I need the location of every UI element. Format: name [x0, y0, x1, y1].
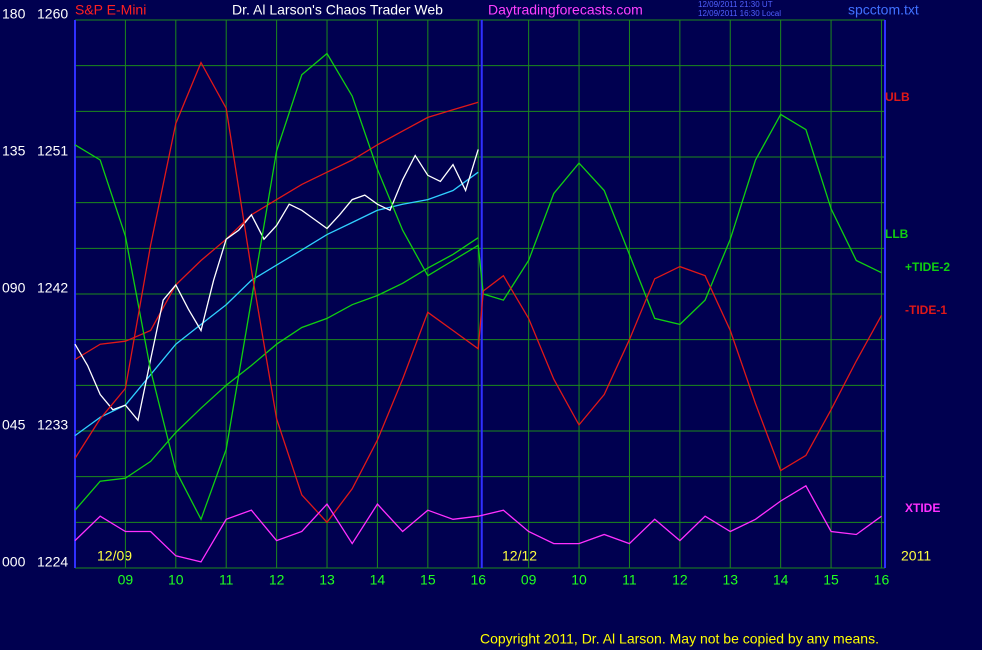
series-line [74, 484, 882, 563]
x-tick-label: 09 [521, 572, 537, 588]
y-tick-label: 1233 [37, 417, 68, 433]
y2-tick-label: 135 [2, 143, 26, 159]
copyright: Copyright 2011, Dr. Al Larson. May not b… [480, 631, 879, 647]
x-tick-label: 16 [470, 572, 486, 588]
legend-label: -TIDE-1 [905, 303, 947, 317]
x-tick-label: 15 [420, 572, 436, 588]
x-tick-label: 09 [118, 572, 134, 588]
series-line [74, 171, 479, 437]
x-tick-label: 11 [622, 572, 637, 588]
timestamp: 12/09/2011 21:30 UT [698, 0, 773, 9]
x-tick-label: 12 [269, 572, 285, 588]
y-tick-label: 1242 [37, 280, 68, 296]
timestamp: 12/09/2011 16:30 Local [698, 9, 781, 18]
legend-label: ULB [885, 90, 910, 104]
y2-tick-label: 180 [2, 6, 26, 22]
site-name: Daytradingforecasts.com [488, 2, 643, 18]
y2-tick-label: 045 [2, 417, 26, 433]
y-tick-label: 1224 [37, 554, 68, 570]
legend-label: LLB [885, 227, 909, 241]
x-tick-label: 12 [672, 572, 688, 588]
y-tick-label: 1251 [37, 143, 68, 159]
series-line [74, 149, 479, 422]
chart-subtitle: S&P E-Mini [75, 2, 146, 18]
date-label: 2011 [901, 548, 931, 564]
date-label: 12/09 [97, 548, 132, 564]
series-line [74, 61, 883, 524]
x-tick-label: 13 [722, 572, 738, 588]
legend-label: XTIDE [905, 501, 940, 515]
legend-label: +TIDE-2 [905, 260, 950, 274]
series-line [74, 52, 882, 521]
x-tick-label: 11 [219, 572, 234, 588]
x-tick-label: 15 [823, 572, 839, 588]
series-line [74, 237, 479, 511]
x-tick-label: 10 [168, 572, 184, 588]
x-tick-label: 13 [319, 572, 335, 588]
y-tick-label: 1260 [37, 6, 68, 22]
chart-title: Dr. Al Larson's Chaos Trader Web [232, 2, 443, 18]
x-tick-label: 14 [773, 572, 789, 588]
file-name: spcctom.txt [848, 2, 919, 18]
x-tick-label: 10 [571, 572, 587, 588]
series-line [74, 101, 479, 361]
y2-tick-label: 000 [2, 554, 26, 570]
x-tick-label: 16 [874, 572, 890, 588]
x-tick-label: 14 [370, 572, 386, 588]
y2-tick-label: 090 [2, 280, 26, 296]
date-label: 12/12 [502, 548, 537, 564]
